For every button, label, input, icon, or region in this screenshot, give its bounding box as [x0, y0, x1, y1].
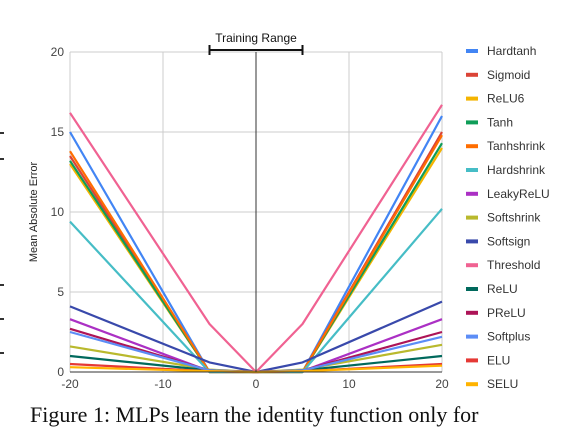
legend-swatch-softshrink [466, 215, 478, 220]
legend-swatch-selu [466, 382, 478, 387]
legend-swatch-tanhshrink [466, 144, 478, 149]
legend-swatch-hardtanh [466, 49, 478, 53]
legend-label-softplus: Softplus [487, 330, 530, 344]
x-tick-label: 10 [342, 377, 356, 391]
legend-swatch-leakyrelu [466, 191, 478, 196]
legend-label-leakyrelu: LeakyReLU [487, 187, 550, 201]
legend-swatch-tanh [466, 120, 478, 125]
y-tick-label: 0 [57, 365, 64, 379]
legend-label-elu: ELU [487, 353, 510, 367]
y-tick-label: 20 [51, 45, 65, 59]
y-axis-label: Mean Absolute Error [28, 162, 40, 263]
legend-label-selu: SELU [487, 377, 518, 391]
legend-swatch-sigmoid [466, 72, 478, 77]
legend-swatch-hardshrink [466, 168, 478, 172]
legend-label-softshrink: Softshrink [487, 211, 541, 225]
edge-mark [0, 132, 4, 134]
x-tick-label: -10 [154, 377, 172, 391]
legend-label-hardshrink: Hardshrink [487, 163, 546, 177]
y-tick-label: 10 [51, 205, 65, 219]
edge-mark [0, 352, 4, 354]
legend-swatch-softsign [466, 239, 478, 244]
legend-label-sigmoid: Sigmoid [487, 68, 530, 82]
legend-swatch-elu [466, 358, 478, 363]
legend-swatch-prelu [466, 310, 478, 315]
legend: Hardtanh Sigmoid ReLU6 Tanh Tanhshrink Hardsh… [466, 44, 550, 391]
legend-swatch-relu6 [466, 96, 478, 101]
training-range-label: Training Range [215, 31, 297, 45]
training-range-annotation: Training Range [208, 31, 304, 55]
legend-label-hardtanh: Hardtanh [487, 44, 536, 58]
x-tick-label: 20 [435, 377, 449, 391]
axes: 0 5 10 15 20 -20 -10 0 10 20 [51, 45, 449, 391]
legend-label-tanh: Tanh [487, 115, 513, 129]
y-tick-label: 5 [57, 285, 64, 299]
x-tick-label: 0 [253, 377, 260, 391]
legend-label-relu: ReLU [487, 282, 518, 296]
y-tick-label: 15 [51, 125, 65, 139]
legend-label-threshold: Threshold [487, 258, 540, 272]
edge-mark [0, 318, 4, 320]
legend-swatch-relu [466, 287, 478, 291]
legend-swatch-threshold [466, 263, 478, 268]
legend-label-tanhshrink: Tanhshrink [487, 139, 546, 153]
legend-swatch-softplus [466, 334, 478, 339]
legend-label-relu6: ReLU6 [487, 92, 525, 106]
figure-caption: Figure 1: MLPs learn the identity functi… [30, 402, 479, 427]
x-tick-label: -20 [61, 377, 79, 391]
legend-label-softsign: Softsign [487, 234, 530, 248]
edge-mark [0, 158, 4, 160]
edge-mark [0, 284, 4, 286]
legend-label-prelu: PReLU [487, 306, 526, 320]
